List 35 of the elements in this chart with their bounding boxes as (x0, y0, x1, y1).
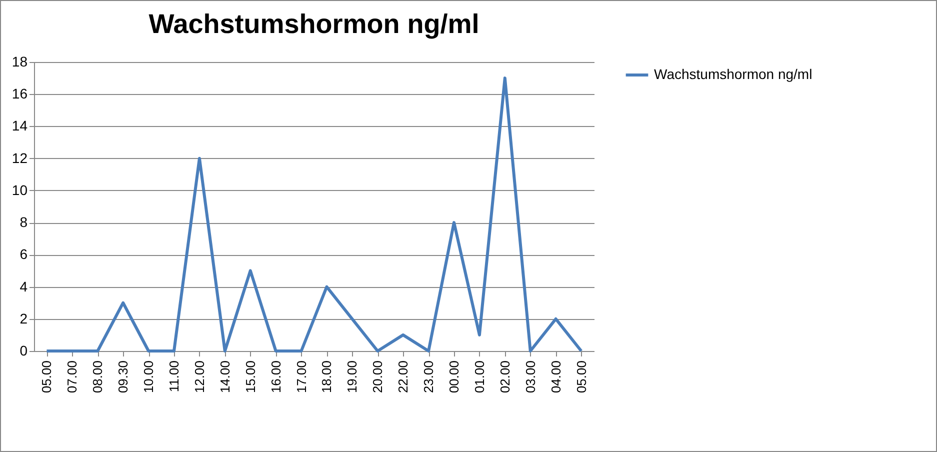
x-tick-label: 22.00 (396, 360, 411, 394)
x-tick-label: 07.00 (64, 360, 80, 394)
y-tick-label: 4 (20, 278, 28, 294)
y-tick-label: 0 (20, 342, 28, 358)
y-tick-label: 14 (12, 118, 28, 134)
x-tick-label: 17.00 (294, 360, 309, 394)
x-tick-label: 23.00 (421, 360, 436, 394)
x-tick-label: 12.00 (192, 360, 207, 394)
x-tick-label: 14.00 (217, 360, 232, 394)
x-tick-label: 20.00 (370, 360, 386, 394)
x-tick-label: 05.00 (574, 360, 589, 394)
x-tick-label: 02.00 (497, 360, 512, 394)
y-tick-label: 18 (12, 54, 28, 70)
y-tick-label: 12 (12, 150, 28, 166)
y-tick-label: 8 (20, 214, 28, 230)
x-tick-label: 00.00 (446, 360, 462, 394)
x-tick-label: 19.00 (344, 360, 360, 394)
y-tick-label: 10 (12, 182, 28, 198)
y-tick-label: 6 (20, 246, 28, 262)
x-tick-label: 09.30 (116, 360, 131, 394)
y-tick-label: 16 (12, 86, 28, 102)
x-tick-label: 03.00 (522, 360, 538, 394)
line-series (45, 76, 583, 352)
x-tick-label: 10.00 (141, 360, 156, 394)
x-tick-label: 08.00 (90, 360, 106, 394)
x-tick-label: 18.00 (319, 360, 334, 394)
x-tick-label: 04.00 (548, 360, 564, 394)
x-tick-label: 11.00 (166, 360, 182, 392)
x-tick-label: 16.00 (268, 360, 284, 394)
y-tick-label: 2 (20, 310, 28, 326)
x-tick-label: 15.00 (242, 360, 258, 394)
chart-title: Wachstumshormon ng/ml (148, 9, 480, 39)
x-tick-label: 05.00 (39, 360, 54, 394)
x-tick-label: 01.00 (472, 360, 487, 394)
legend-label: Wachstumshormon ng/ml (654, 66, 812, 82)
